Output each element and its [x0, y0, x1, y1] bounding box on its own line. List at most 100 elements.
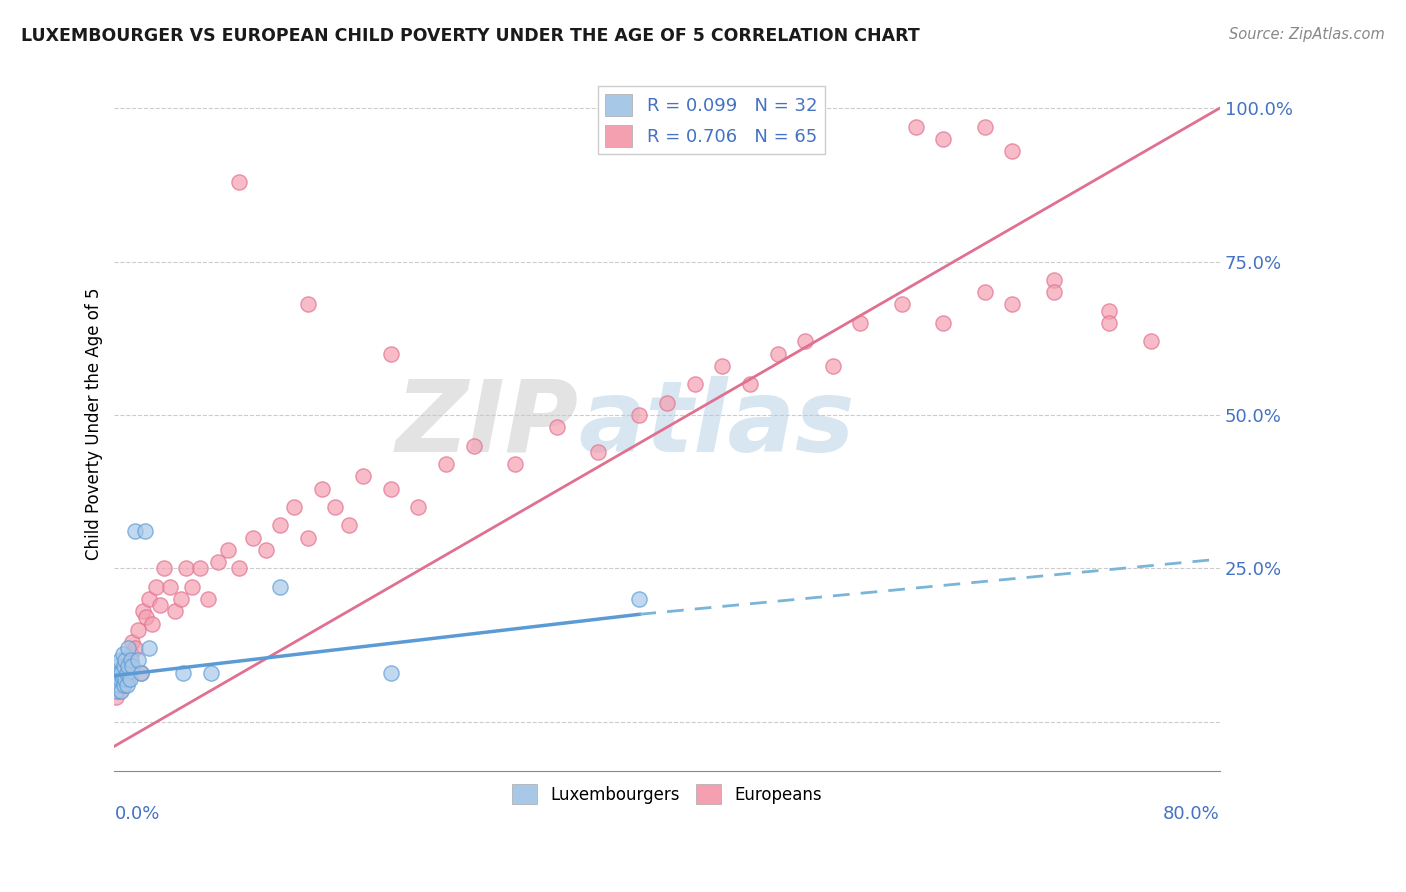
Text: LUXEMBOURGER VS EUROPEAN CHILD POVERTY UNDER THE AGE OF 5 CORRELATION CHART: LUXEMBOURGER VS EUROPEAN CHILD POVERTY U… [21, 27, 920, 45]
Point [112, 678, 135, 692]
Point [254, 542, 277, 557]
Text: 0.0%: 0.0% [114, 805, 160, 823]
Point [105, 678, 128, 692]
Point [165, 604, 187, 618]
Point [108, 653, 131, 667]
Point [110, 665, 132, 680]
Point [973, 120, 995, 134]
Point [105, 672, 128, 686]
Point [108, 684, 131, 698]
Point [111, 659, 134, 673]
Point [112, 678, 135, 692]
Y-axis label: Child Poverty Under the Age of 5: Child Poverty Under the Age of 5 [86, 288, 103, 560]
Point [311, 482, 333, 496]
Point [766, 346, 789, 360]
Point [408, 500, 430, 514]
Point [188, 561, 211, 575]
Point [352, 469, 374, 483]
Point [118, 672, 141, 686]
Point [794, 334, 817, 349]
Point [111, 647, 134, 661]
Point [1001, 297, 1024, 311]
Point [127, 653, 149, 667]
Point [297, 297, 319, 311]
Point [849, 316, 872, 330]
Point [337, 518, 360, 533]
Point [269, 580, 291, 594]
Point [1043, 285, 1066, 300]
Point [1098, 303, 1121, 318]
Point [1043, 273, 1066, 287]
Point [586, 444, 609, 458]
Text: Source: ZipAtlas.com: Source: ZipAtlas.com [1229, 27, 1385, 42]
Point [207, 555, 229, 569]
Point [904, 120, 927, 134]
Point [503, 457, 526, 471]
Point [107, 665, 129, 680]
Point [197, 591, 219, 606]
Point [711, 359, 734, 373]
Point [973, 285, 995, 300]
Point [121, 659, 143, 673]
Point [115, 665, 138, 680]
Point [174, 561, 197, 575]
Point [738, 377, 761, 392]
Point [105, 659, 128, 673]
Point [117, 659, 139, 673]
Point [269, 518, 291, 533]
Point [463, 439, 485, 453]
Point [135, 610, 157, 624]
Point [104, 690, 127, 705]
Point [141, 616, 163, 631]
Point [115, 653, 138, 667]
Point [546, 420, 568, 434]
Text: atlas: atlas [579, 376, 855, 473]
Point [932, 132, 955, 146]
Point [110, 684, 132, 698]
Point [120, 653, 142, 667]
Point [173, 665, 195, 680]
Point [655, 395, 678, 409]
Point [118, 659, 141, 673]
Point [283, 500, 305, 514]
Point [380, 482, 402, 496]
Point [129, 665, 152, 680]
Point [120, 647, 142, 661]
Point [180, 580, 202, 594]
Point [628, 591, 651, 606]
Point [149, 598, 172, 612]
Point [111, 672, 134, 686]
Point [1139, 334, 1161, 349]
Point [124, 524, 146, 539]
Point [108, 672, 131, 686]
Point [107, 665, 129, 680]
Point [380, 346, 402, 360]
Point [890, 297, 912, 311]
Point [628, 408, 651, 422]
Point [170, 591, 193, 606]
Point [138, 641, 160, 656]
Point [1098, 316, 1121, 330]
Text: ZIP: ZIP [395, 376, 579, 473]
Point [380, 665, 402, 680]
Point [104, 684, 127, 698]
Text: 80.0%: 80.0% [1163, 805, 1220, 823]
Point [932, 316, 955, 330]
Point [153, 561, 176, 575]
Point [129, 665, 152, 680]
Point [159, 580, 181, 594]
Point [683, 377, 706, 392]
Point [115, 678, 138, 692]
Point [114, 672, 136, 686]
Point [110, 672, 132, 686]
Point [114, 653, 136, 667]
Point [242, 531, 264, 545]
Point [138, 591, 160, 606]
Point [200, 665, 222, 680]
Point [112, 659, 135, 673]
Point [121, 635, 143, 649]
Point [132, 604, 155, 618]
Point [434, 457, 457, 471]
Point [145, 580, 167, 594]
Point [117, 641, 139, 656]
